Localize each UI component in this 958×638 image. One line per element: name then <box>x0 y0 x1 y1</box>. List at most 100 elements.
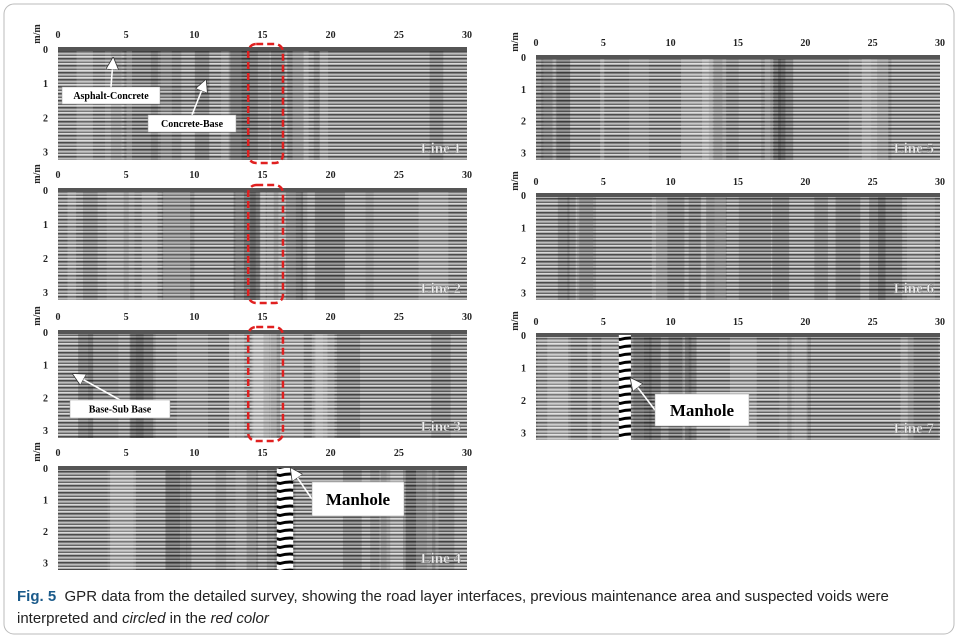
x-tick-label: 25 <box>868 38 878 49</box>
radargram-texture <box>869 197 886 300</box>
caption-label: Fig. 5 <box>17 588 57 605</box>
radargram-texture <box>778 59 794 160</box>
x-tick-label: 0 <box>534 317 539 328</box>
void-outline <box>246 42 285 165</box>
radargram-top <box>536 193 940 197</box>
annotation-box <box>61 86 161 105</box>
annotation-box <box>654 393 750 427</box>
radargram-texture <box>129 334 154 438</box>
radargram-texture <box>577 197 597 300</box>
x-tick-label: 5 <box>124 30 129 41</box>
arrow <box>75 375 121 401</box>
radargram-texture <box>221 51 242 160</box>
radargram-texture <box>761 59 786 160</box>
radargram-texture <box>555 59 571 160</box>
x-tick-label: 15 <box>258 30 268 41</box>
x-tick-label: 10 <box>189 30 199 41</box>
x-tick-label: 5 <box>124 448 129 459</box>
y-axis-label: m/m <box>510 311 521 331</box>
radargram-texture <box>126 51 133 160</box>
radargram-texture <box>714 197 727 300</box>
radargram-texture <box>557 197 570 300</box>
radargram-texture <box>315 334 335 438</box>
radargram-texture <box>236 334 270 438</box>
radargram-texture <box>266 470 280 570</box>
radargram-texture <box>537 337 571 440</box>
radargram-texture <box>292 51 309 160</box>
radargram-texture <box>708 59 739 160</box>
radargram-texture <box>319 51 329 160</box>
radargram-texture <box>67 192 77 300</box>
line-label: Line 5 <box>894 141 934 157</box>
x-tick-label: 10 <box>666 317 676 328</box>
radargram-texture <box>806 337 811 440</box>
radargram-texture <box>124 51 158 160</box>
x-tick-label: 25 <box>394 448 404 459</box>
radargram-texture <box>311 334 328 438</box>
radargram-texture <box>300 192 308 300</box>
radargram-texture <box>230 51 250 160</box>
x-tick-label: 25 <box>394 312 404 323</box>
radargram-texture <box>248 51 270 160</box>
x-tick-label: 30 <box>935 38 945 49</box>
radargram-texture <box>82 192 98 300</box>
x-tick-label: 15 <box>258 448 268 459</box>
radargram <box>58 330 467 438</box>
radargram-texture <box>123 192 129 300</box>
x-tick-label: 20 <box>326 170 336 181</box>
radargram-texture <box>263 334 281 438</box>
radargram-texture <box>110 470 136 570</box>
radargram-texture <box>380 470 391 570</box>
radargram <box>536 193 940 300</box>
radargram-texture <box>543 59 557 160</box>
y-tick-label: 3 <box>521 148 526 159</box>
radargram-texture <box>176 334 209 438</box>
radargram-texture <box>429 51 444 160</box>
y-axis-label: m/m <box>32 306 43 326</box>
manhole-signal <box>618 335 631 440</box>
y-axis-label: m/m <box>32 164 43 184</box>
radargram-top <box>58 330 467 334</box>
x-tick-label: 25 <box>868 317 878 328</box>
annotation-box <box>147 114 237 133</box>
radargram-texture <box>579 197 594 300</box>
x-tick-label: 30 <box>935 317 945 328</box>
radargram-texture <box>878 197 903 300</box>
radargram-texture <box>270 334 304 438</box>
x-tick-label: 0 <box>56 30 61 41</box>
x-tick-label: 10 <box>666 38 676 49</box>
radargram-texture <box>814 197 828 300</box>
radargram-texture <box>106 192 135 300</box>
x-tick-label: 0 <box>56 170 61 181</box>
radargram-texture <box>160 51 172 160</box>
manhole-signal <box>276 468 294 570</box>
radargram-texture <box>150 51 182 160</box>
x-tick-label: 15 <box>258 312 268 323</box>
radargram-texture <box>600 59 605 160</box>
x-tick-label: 10 <box>189 170 199 181</box>
radargram-texture <box>313 51 321 160</box>
void-outline <box>246 183 285 305</box>
y-tick-label: 3 <box>43 426 48 437</box>
radargram-texture <box>536 59 555 160</box>
radargram-top <box>58 47 467 51</box>
x-tick-label: 15 <box>258 170 268 181</box>
x-tick-label: 15 <box>733 177 743 188</box>
line-label: Line 7 <box>894 421 935 437</box>
y-tick-label: 2 <box>43 254 48 265</box>
radargram-texture <box>110 51 122 160</box>
radargram-texture <box>706 197 727 300</box>
y-tick-label: 2 <box>43 393 48 404</box>
line-label: Line 3 <box>421 419 461 435</box>
x-tick-label: 25 <box>868 177 878 188</box>
annotation: Manhole <box>326 490 391 509</box>
line-label: Line 4 <box>421 551 462 567</box>
caption-text: in the <box>165 610 211 627</box>
radargram-texture <box>270 51 285 160</box>
radargram <box>536 55 940 160</box>
y-tick-label: 0 <box>43 45 48 56</box>
arrow <box>292 470 313 500</box>
x-tick-label: 30 <box>462 170 472 181</box>
